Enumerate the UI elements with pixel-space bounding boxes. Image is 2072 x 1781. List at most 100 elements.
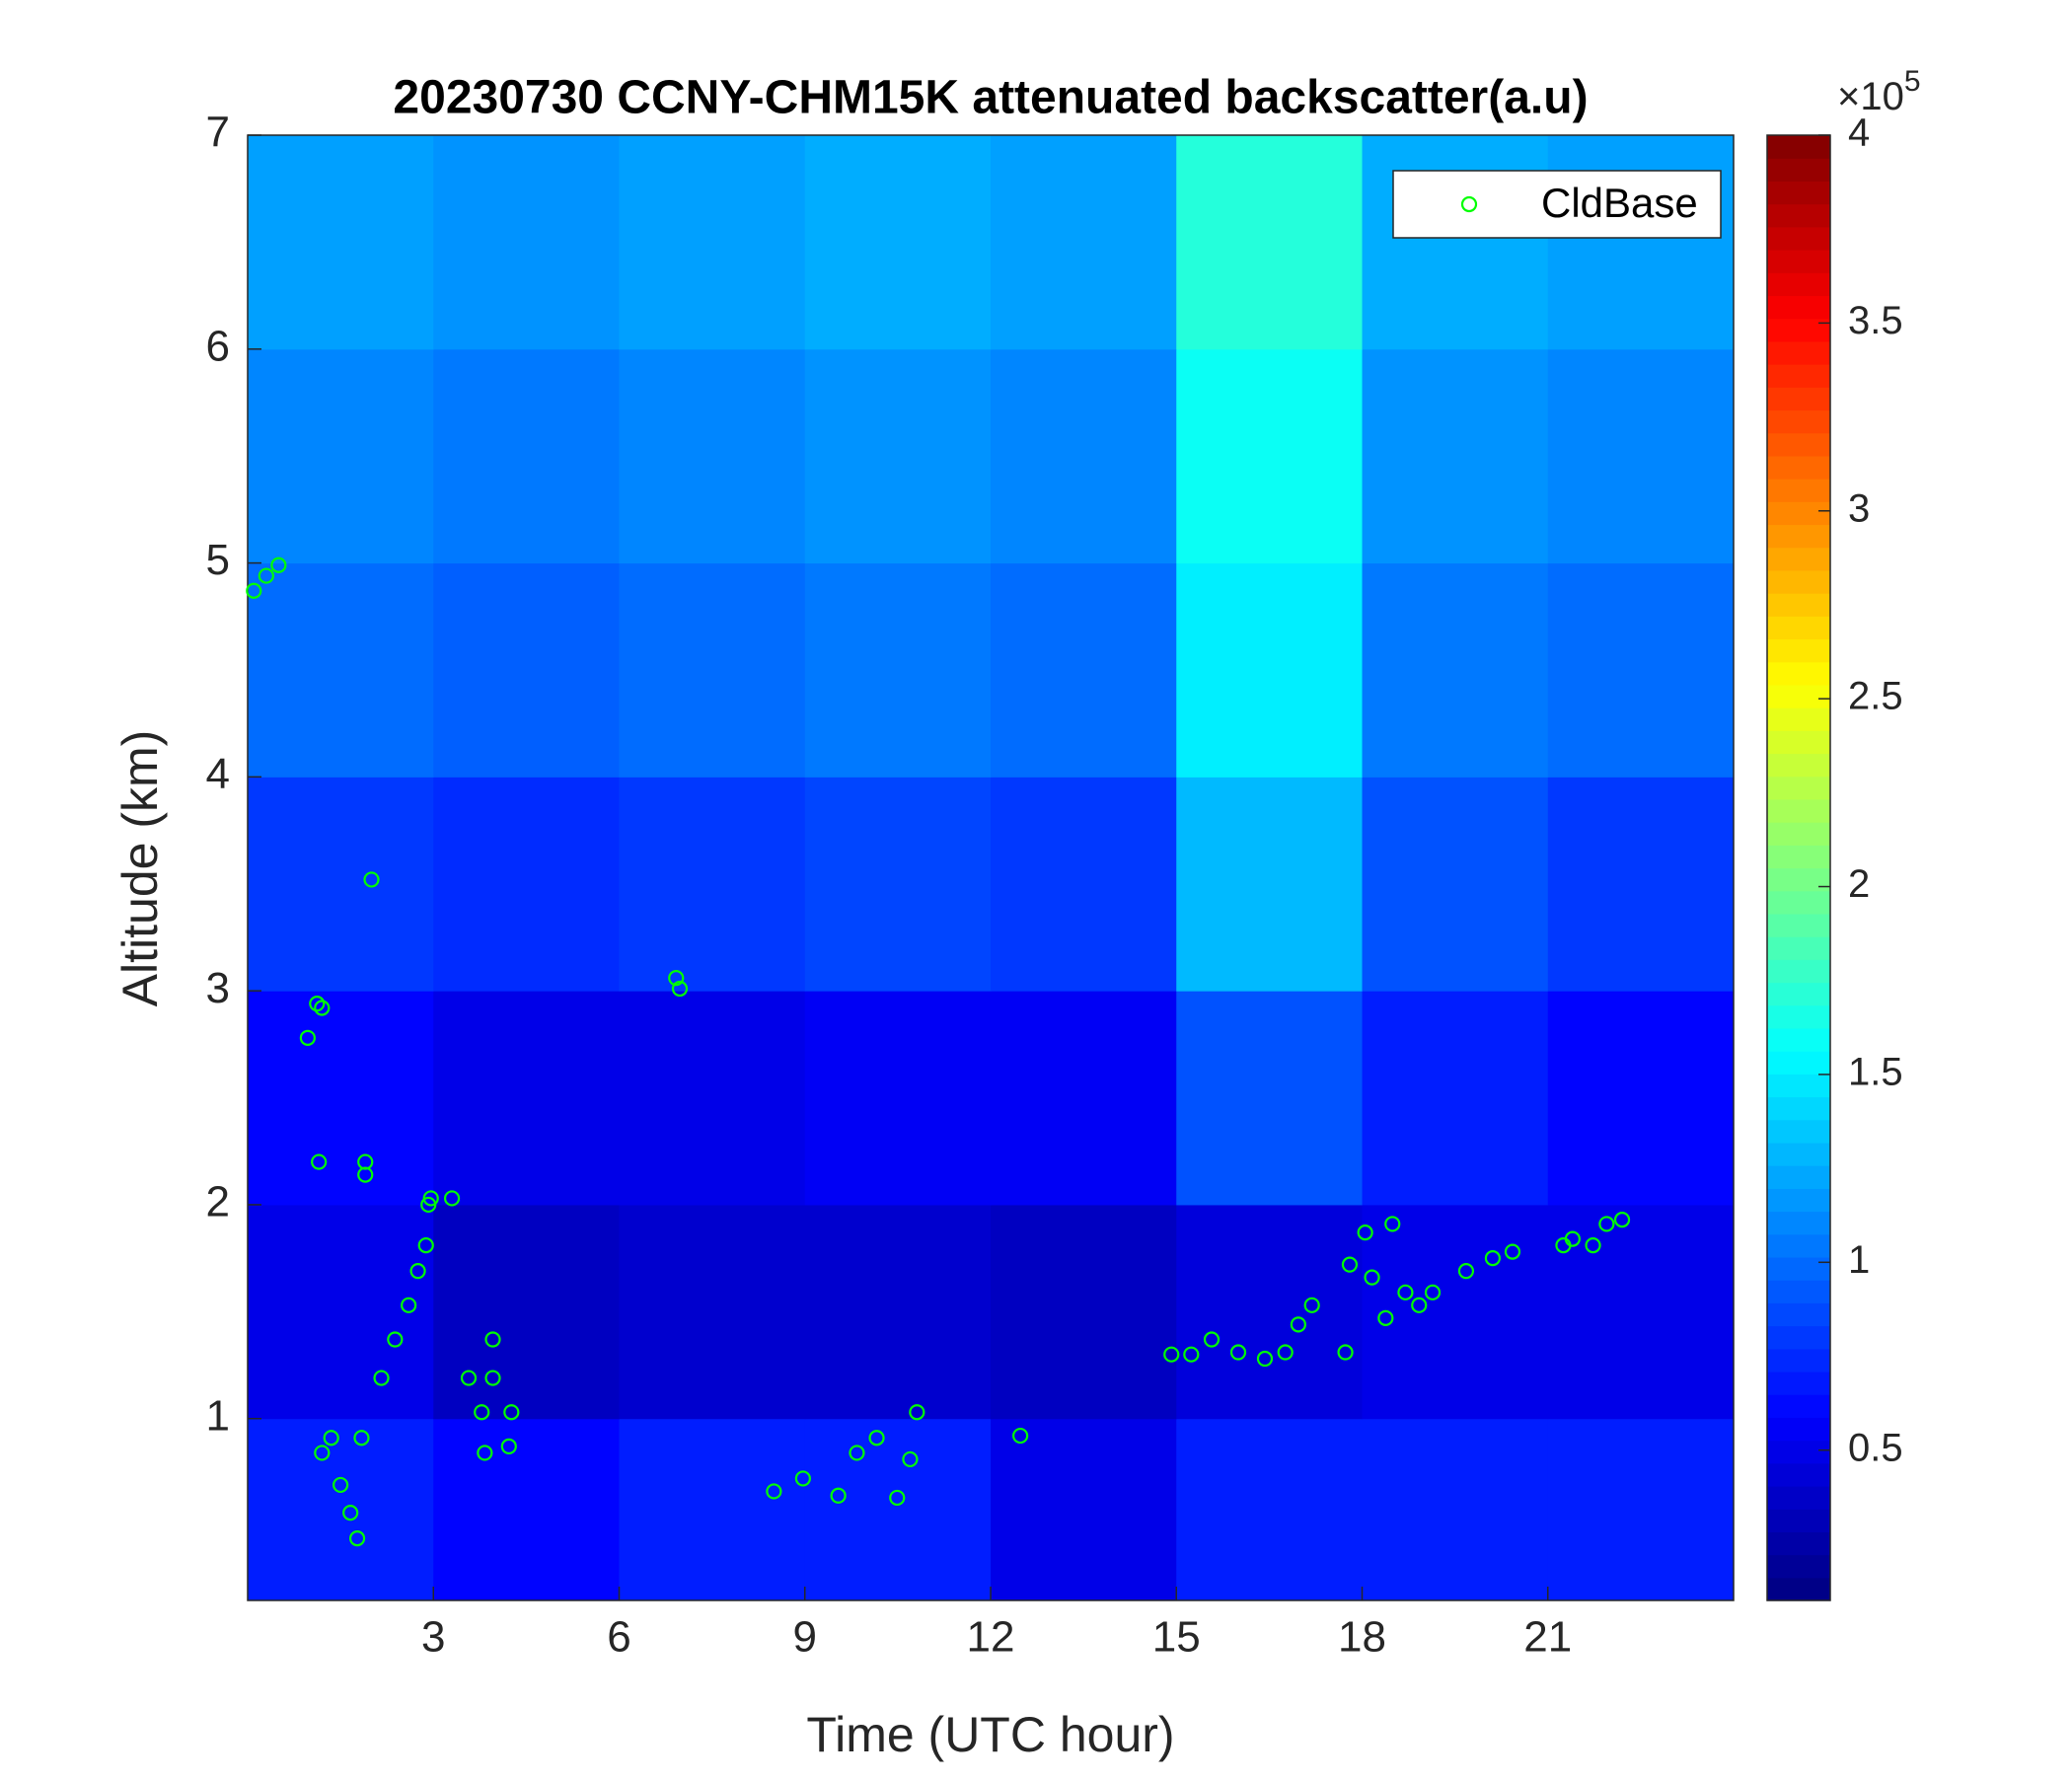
chart-title: 20230730 CCNY-CHM15K attenuated backscat… [393,72,1588,124]
cloud-base-point [348,1530,366,1547]
cloud-base-point [422,1190,439,1207]
y-tick-label: 5 [206,536,230,584]
colorbar-segment [1767,569,1830,594]
colorbar-segment [1767,364,1830,388]
heatmap-cell [248,777,434,992]
y-axis-label: Altitude (km) [112,730,168,1007]
cloud-base-point [849,1445,865,1461]
heatmap-cell [248,348,434,564]
x-tick-label: 9 [793,1613,817,1662]
cloud-base-point [1303,1297,1320,1313]
heatmap-cell [248,135,434,350]
x-tick-label: 3 [421,1613,445,1662]
heatmap-cell [804,991,992,1206]
colorbar-multiplier: ×105 [1837,65,1921,118]
colorbar-segment [1767,409,1830,434]
cloud-base-point [1598,1216,1615,1232]
y-tick-label: 4 [206,750,230,798]
heatmap-cell [248,1418,434,1601]
cloud-base-point [299,1029,316,1046]
heatmap-cell [1362,777,1549,992]
cloud-base-point [1424,1284,1442,1300]
cloud-base-point [484,1331,501,1348]
colorbar-segment [1767,845,1830,869]
colorbar-segment [1767,387,1830,411]
heatmap-cell [991,348,1177,564]
heatmap-cell [248,562,434,778]
colorbar-segment [1767,776,1830,800]
legend-label: CldBase [1541,180,1698,226]
colorbar-segment [1767,1348,1830,1373]
colorbar-segment [1767,730,1830,755]
colorbar-segment [1767,479,1830,502]
colorbar-segment [1767,1051,1830,1075]
colorbar-segment [1767,1462,1830,1487]
cloud-base-point [443,1190,461,1207]
cloud-base-point [460,1370,478,1386]
cloud-base-point [357,1166,374,1183]
legend-marker [1460,195,1478,213]
x-tick-label: 18 [1338,1613,1386,1662]
heatmap-cell [433,348,620,564]
heatmap-cell [619,562,806,778]
y-tick-label: 6 [206,322,230,370]
colorbar-segment [1767,959,1830,984]
heatmap-cell [433,777,620,992]
cloud-base-point [1484,1250,1502,1267]
heatmap-cell [1176,562,1363,778]
colorbar-tick-label: 4 [1848,111,1870,155]
colorbar-segment [1767,890,1830,915]
colorbar-segment [1767,1142,1830,1166]
colorbar-segment [1767,272,1830,297]
heatmap-cell [619,991,806,1206]
cloud-base-point [1564,1230,1581,1247]
colorbar-segment [1767,1165,1830,1189]
x-tick-label: 6 [607,1613,630,1662]
heatmap-cell [991,777,1177,992]
colorbar-tick-label: 1 [1848,1238,1870,1282]
cloud-base-point [387,1331,404,1348]
cloud-base-point [1183,1346,1200,1363]
colorbar-segment [1767,455,1830,480]
colorbar-segment [1767,1256,1830,1281]
colorbar-segment [1767,318,1830,342]
heatmap-cell [1547,777,1735,992]
cloud-base-point [830,1487,847,1504]
cloud-base-point [500,1438,517,1455]
colorbar-segment [1767,638,1830,663]
colorbar-segment [1767,1074,1830,1098]
cloud-base-point [1411,1297,1428,1313]
cloud-base-point [314,1445,331,1461]
colorbar-segment [1767,250,1830,273]
cloud-base-point [1364,1269,1380,1286]
heatmap-cell [433,1204,620,1420]
heatmap-cell [1362,562,1549,778]
cloud-base-point [314,1000,331,1016]
cloud-base-point [1277,1344,1294,1361]
heatmap-cell [248,991,434,1206]
heatmap-cell [1547,135,1735,350]
cloud-base-point [1203,1331,1221,1348]
colorbar-tick-label: 3.5 [1848,299,1903,342]
cloud-base-point [363,871,380,888]
colorbar-segment [1767,295,1830,320]
heatmap-cell [1176,777,1363,992]
cloud-base-point [1357,1224,1373,1241]
colorbar-tick-label: 0.5 [1848,1426,1903,1469]
colorbar-segment [1767,226,1830,251]
legend-box [1392,170,1722,239]
heatmap-cell [1547,348,1735,564]
cloud-base-point [1341,1256,1359,1273]
heatmap-cell [991,1204,1177,1420]
colorbar-segment [1767,1096,1830,1121]
cloud-base-point [1256,1350,1274,1368]
cloud-base-point [1290,1316,1306,1333]
heatmap-cell [1362,135,1549,350]
colorbar-segment [1767,1233,1830,1258]
cloud-base-point [401,1297,417,1313]
colorbar-segment [1767,936,1830,960]
x-axis-label: Time (UTC hour) [806,1707,1174,1762]
heatmap-cell [991,562,1177,778]
cloud-base-point [1163,1346,1180,1363]
